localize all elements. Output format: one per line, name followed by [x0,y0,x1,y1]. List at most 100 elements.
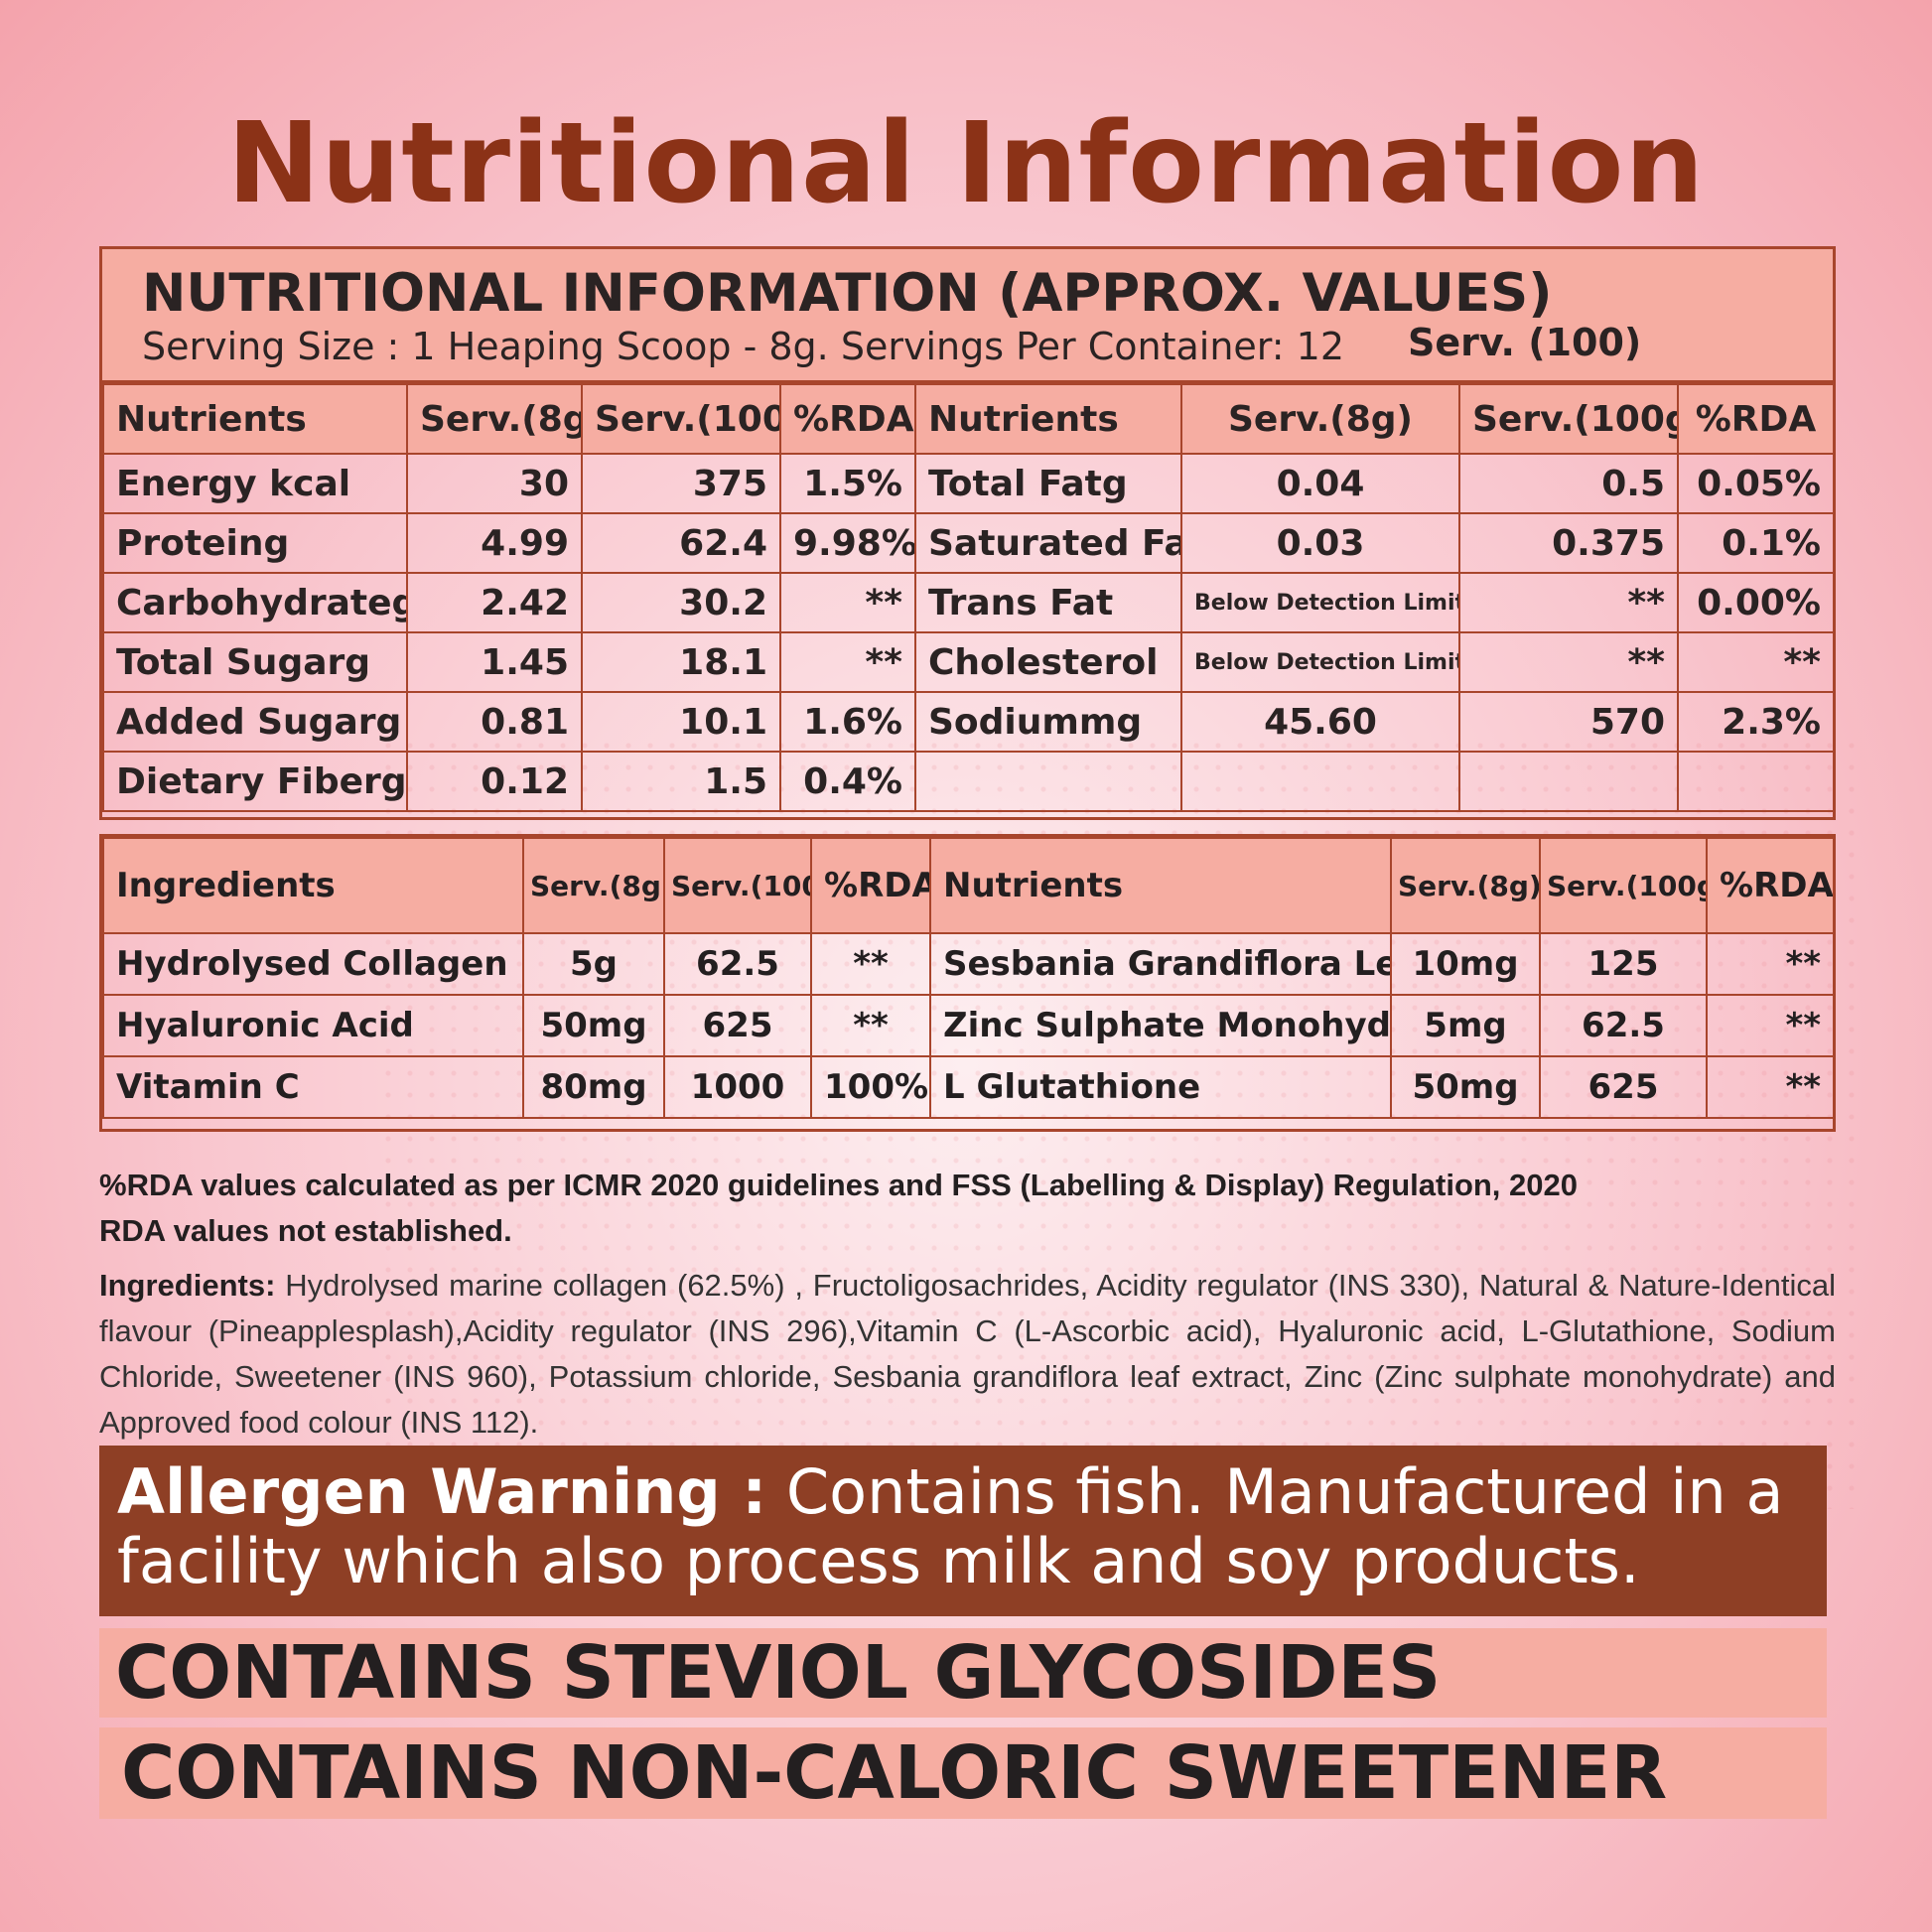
value-cell: 10mg [1390,932,1541,996]
value-cell: 1000 [663,1055,812,1119]
non-caloric-sweetener-band: CONTAINS NON-CALORIC SWEETENER [99,1727,1827,1819]
value-cell: 1.6% [779,691,916,753]
value-cell: 0.00% [1677,572,1835,633]
value-cell: 10.1 [581,691,781,753]
value-cell: 0.04 [1180,453,1460,514]
value-cell: 100% [810,1055,931,1119]
value-cell: ** [1706,932,1835,996]
value-cell: 45.60 [1180,691,1460,753]
column-header: Ingredients [102,837,524,934]
nutrient-name: Saturated Fatg [914,512,1182,574]
column-header: %RDA [1706,837,1835,934]
value-cell: ** [810,994,931,1057]
column-header: Nutrients [102,383,408,455]
value-cell: 0.5 [1458,453,1679,514]
nutrient-name: Total Sugarg [102,631,408,693]
ingredient-name: Vitamin C [102,1055,524,1119]
nutrition-header-title: NUTRITIONAL INFORMATION (APPROX. VALUES) [142,263,1553,324]
value-cell: 1.5 [581,751,781,812]
value-cell: 2.3% [1677,691,1835,753]
value-cell: 0.81 [406,691,583,753]
column-header: Nutrients [914,383,1182,455]
value-cell: 625 [663,994,812,1057]
nutrient-name: Carbohydrateg [102,572,408,633]
value-cell: ** [1677,631,1835,693]
nutrient-name: Zinc Sulphate Monohydrate [929,994,1392,1057]
nutrient-name: Cholesterol [914,631,1182,693]
value-cell: 625 [1539,1055,1708,1119]
nutrient-name: Dietary Fiberg [102,751,408,812]
value-cell: 80mg [522,1055,665,1119]
value-cell: 5mg [1390,994,1541,1057]
nutrient-name: Sesbania Grandiflora Leaf Ext. [929,932,1392,996]
allergen-label: Allergen Warning : [117,1455,767,1528]
column-header: Serv.(100g) [663,837,812,934]
value-cell: 62.5 [1539,994,1708,1057]
nutrient-name [914,751,1182,812]
value-cell: 125 [1539,932,1708,996]
value-cell: 375 [581,453,781,514]
nutrient-name: Sodiummg [914,691,1182,753]
ingredients-paragraph: Ingredients: Hydrolysed marine collagen … [99,1263,1836,1446]
ingredient-name: Hyaluronic Acid [102,994,524,1057]
value-cell: 62.4 [581,512,781,574]
nutrient-name: Total Fatg [914,453,1182,514]
column-header: %RDA [779,383,916,455]
value-cell: 30.2 [581,572,781,633]
column-header: Serv.(8g) [1180,383,1460,455]
value-cell: ** [779,631,916,693]
value-cell: ** [1458,572,1679,633]
value-cell: ** [1706,1055,1835,1119]
nutrient-name: Added Sugarg [102,691,408,753]
column-header: Serv.(8g) [1390,837,1541,934]
value-cell: 50mg [522,994,665,1057]
value-cell: 570 [1458,691,1679,753]
table-row: Energy kcal 30 375 1.5% Total Fatg 0.04 … [102,453,1835,514]
ingredients-table-header: Ingredients Serv.(8g) Serv.(100g) %RDA N… [102,837,1835,934]
value-cell: 1.45 [406,631,583,693]
column-header: Serv.(100g) [1458,383,1679,455]
nutrient-name: Proteing [102,512,408,574]
column-header: %RDA [810,837,931,934]
nutrition-panel: NUTRITIONAL INFORMATION (APPROX. VALUES)… [99,246,1836,820]
value-cell: ** [810,932,931,996]
allergen-text: Contains fish. Manufactured in a facilit… [117,1455,1784,1597]
value-cell: 50mg [1390,1055,1541,1119]
serving-100-label: Serv. (100) [1408,321,1642,364]
ingredients-label: Ingredients: [99,1268,276,1303]
value-cell: 0.12 [406,751,583,812]
value-cell: 1.5% [779,453,916,514]
steviol-glycosides-band: CONTAINS STEVIOL GLYCOSIDES [99,1628,1827,1718]
rda-note-line-2: RDA values not established. [99,1213,512,1248]
value-cell: ** [1706,994,1835,1057]
value-cell: Below Detection Limit [1180,572,1460,633]
column-header: Serv.(8g) [522,837,665,934]
table-row: Total Sugarg 1.45 18.1 ** Cholesterol Be… [102,631,1835,693]
value-cell: 2.42 [406,572,583,633]
value-cell: 0.1% [1677,512,1835,574]
page-title: Nutritional Information [226,99,1706,228]
value-cell: 18.1 [581,631,781,693]
value-cell: ** [1458,631,1679,693]
column-header: %RDA [1677,383,1835,455]
value-cell: 5g [522,932,665,996]
ingredients-table: Ingredients Serv.(8g) Serv.(100g) %RDA N… [102,837,1835,1119]
table-row: Vitamin C 80mg 1000 100% L Glutathione 5… [102,1055,1835,1119]
column-header: Serv.(8g) [406,383,583,455]
column-header: Nutrients [929,837,1392,934]
value-cell: 4.99 [406,512,583,574]
serving-size-line: Serving Size : 1 Heaping Scoop - 8g. Ser… [142,325,1344,368]
table-row: Hyaluronic Acid 50mg 625 ** Zinc Sulphat… [102,994,1835,1057]
ingredients-text: Hydrolysed marine collagen (62.5%) , Fru… [99,1268,1836,1440]
value-cell: 62.5 [663,932,812,996]
table-row: Added Sugarg 0.81 10.1 1.6% Sodiummg 45.… [102,691,1835,753]
nutrient-name: Trans Fat [914,572,1182,633]
table-row: Hydrolysed Collagen Peptide 5g 62.5 ** S… [102,932,1835,996]
allergen-warning: Allergen Warning : Contains fish. Manufa… [99,1446,1827,1616]
nutrient-name: L Glutathione [929,1055,1392,1119]
value-cell: 0.05% [1677,453,1835,514]
value-cell: 0.4% [779,751,916,812]
nutrition-table: Nutrients Serv.(8g) Serv.(100g) %RDA Nut… [102,383,1835,812]
column-header: Serv.(100g) [1539,837,1708,934]
value-cell: Below Detection Limit [1180,631,1460,693]
